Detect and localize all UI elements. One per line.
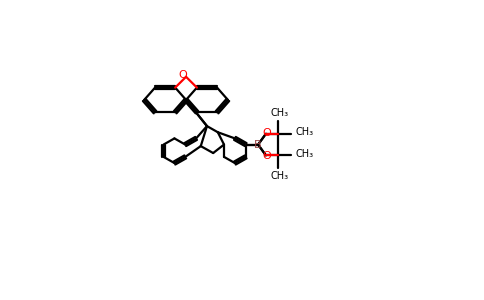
Text: B: B (254, 140, 261, 150)
Text: CH₃: CH₃ (271, 108, 289, 118)
Text: CH₃: CH₃ (295, 127, 314, 137)
Text: CH₃: CH₃ (295, 149, 314, 159)
Text: CH₃: CH₃ (271, 171, 289, 181)
Text: O: O (179, 70, 187, 80)
Text: O: O (262, 151, 271, 161)
Text: O: O (262, 128, 271, 138)
